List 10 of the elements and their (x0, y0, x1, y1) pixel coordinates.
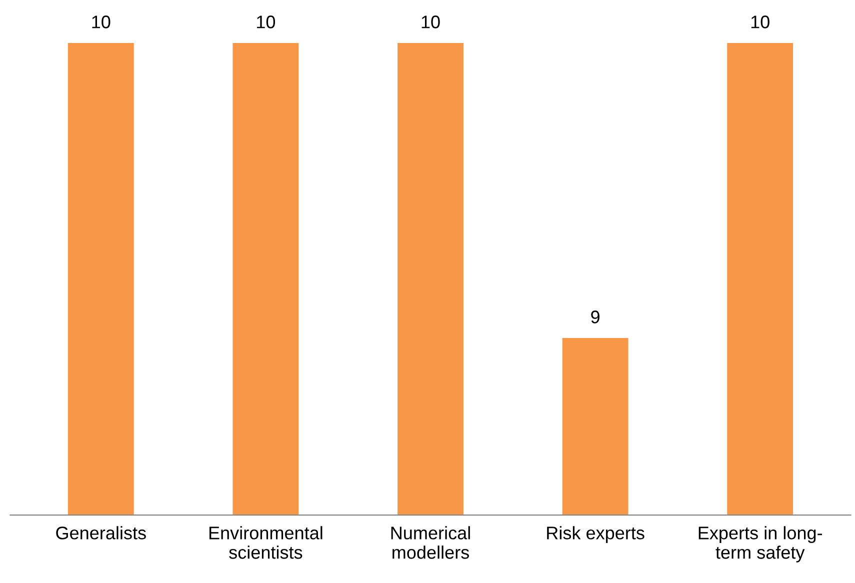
x-tick-label: Risk experts (547, 526, 644, 543)
x-tick-label: Environmental scientists (209, 526, 322, 559)
x-tick-label: Generalists (56, 526, 146, 540)
data-label: 9 (591, 310, 600, 324)
x-tick-label: Experts in long- term safety (698, 526, 822, 562)
x-tick-label: Numerical modellers (391, 526, 470, 559)
data-label: 10 (422, 16, 440, 28)
data-label: 10 (92, 16, 110, 28)
data-label: 10 (257, 16, 276, 28)
data-label: 10 (751, 16, 770, 28)
